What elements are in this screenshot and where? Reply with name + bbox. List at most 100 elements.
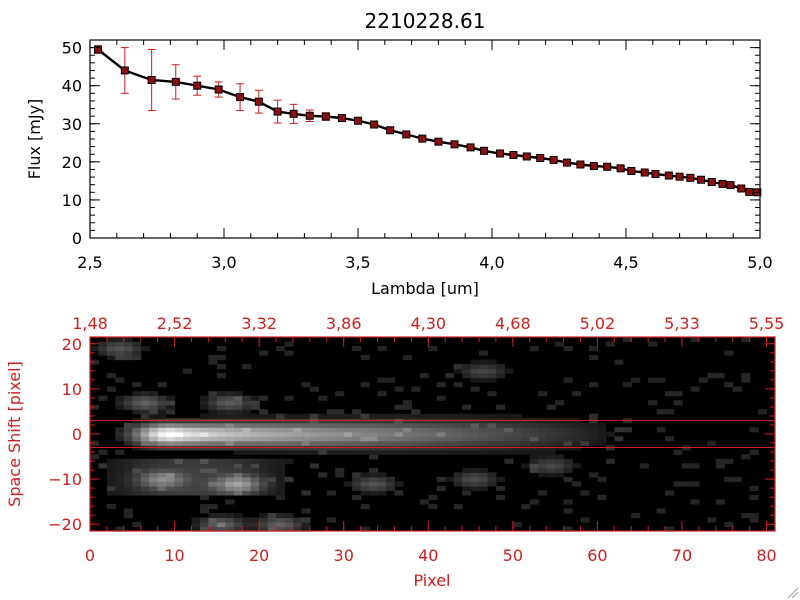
- image-pixel: [588, 431, 599, 437]
- image-pixel: [199, 400, 209, 406]
- image-pixel: [233, 400, 243, 406]
- image-pixel: [149, 476, 159, 482]
- image-pixel: [538, 422, 548, 428]
- image-pixel: [106, 350, 116, 356]
- image-pixel: [656, 409, 666, 415]
- spectrum-title: 2210228.61: [365, 9, 486, 33]
- image-pixel: [157, 427, 167, 433]
- image-pixel: [681, 463, 692, 469]
- data-point: [509, 150, 518, 159]
- image-pixel: [267, 526, 277, 532]
- image-pixel: [132, 458, 142, 464]
- image-pixel: [343, 449, 353, 455]
- image-pixel: [199, 467, 209, 473]
- image-pixel: [318, 395, 328, 401]
- image-pixel: [487, 431, 497, 437]
- image-pixel: [453, 476, 463, 482]
- image-pixel: [157, 476, 167, 482]
- image-pixel: [521, 463, 531, 469]
- image-pixel: [250, 481, 260, 487]
- image-pixel: [140, 395, 150, 401]
- image-pixel: [267, 481, 277, 487]
- image-pixel: [394, 436, 404, 442]
- resize-grip-icon[interactable]: [787, 587, 799, 599]
- image-pixel: [394, 404, 404, 410]
- image-pixel: [208, 526, 218, 532]
- image-pixel: [529, 422, 539, 428]
- image-pixel: [377, 346, 387, 352]
- image-pixel: [377, 449, 387, 455]
- image-pixel: [555, 341, 565, 347]
- image-pixel: [106, 373, 116, 379]
- image-pixel: [301, 440, 311, 446]
- image-pixel: [157, 463, 167, 469]
- image-pixel: [546, 427, 556, 433]
- image-pixel: [242, 521, 252, 528]
- image-pixel: [470, 368, 480, 374]
- image-pixel: [360, 355, 370, 361]
- image-pixel: [369, 485, 379, 491]
- image-pixel: [208, 463, 218, 469]
- image-pixel: [276, 463, 286, 469]
- image-pixel: [292, 436, 303, 442]
- top-tick-label: 5,02: [580, 314, 616, 333]
- image-pixel: [352, 427, 362, 433]
- image-pixel: [208, 431, 218, 437]
- data-point: [664, 171, 673, 180]
- image-pixel: [140, 413, 150, 419]
- image-pixel: [242, 422, 252, 428]
- image-pixel: [276, 526, 286, 532]
- image-pixel: [360, 427, 370, 433]
- image-pixel: [115, 404, 125, 410]
- image-pixel: [749, 485, 759, 491]
- image-pixel: [445, 449, 455, 455]
- image-pixel: [512, 413, 522, 419]
- x-tick-label: 0: [85, 546, 95, 565]
- image-pixel: [479, 377, 489, 383]
- image-pixel: [479, 440, 489, 446]
- image-pixel: [259, 490, 269, 496]
- image-pixel: [318, 413, 328, 419]
- image-pixel: [301, 422, 311, 428]
- image-pixel: [724, 458, 734, 464]
- image-pixel: [216, 409, 226, 415]
- image-pixel: [292, 449, 303, 455]
- image-pixel: [250, 440, 260, 446]
- image-pixel: [106, 481, 116, 487]
- image-pixel: [140, 436, 150, 442]
- image-pixel: [479, 476, 489, 482]
- data-point: [675, 172, 684, 181]
- image-pixel: [123, 485, 133, 491]
- image-pixel: [267, 427, 277, 433]
- image-pixel: [453, 364, 463, 370]
- image-pixel: [724, 382, 734, 388]
- image-pixel: [191, 436, 201, 442]
- image-pixel: [301, 436, 311, 442]
- image-pixel: [453, 449, 463, 455]
- image-pixel: [394, 427, 404, 433]
- image-pixel: [140, 476, 150, 482]
- image-pixel: [123, 436, 133, 442]
- image-pixel: [360, 526, 370, 532]
- image-pixel: [132, 467, 142, 473]
- image-pixel: [149, 436, 159, 442]
- image-pixel: [216, 413, 226, 419]
- image-pixel: [504, 436, 514, 442]
- image-pixel: [453, 431, 463, 437]
- image-pixel: [132, 481, 142, 487]
- image-pixel: [504, 422, 514, 428]
- image-pixel: [360, 440, 370, 446]
- image-pixel: [225, 458, 235, 464]
- image-pixel: [690, 499, 700, 505]
- image-pixel: [174, 436, 184, 442]
- image-pixel: [428, 436, 438, 442]
- image-pixel: [132, 400, 142, 406]
- image-pixel: [479, 481, 489, 487]
- image-pixel: [174, 463, 184, 469]
- image-pixel: [242, 364, 252, 370]
- image-pixel: [216, 436, 226, 442]
- image-pixel: [276, 436, 286, 442]
- image-pixel: [529, 431, 539, 437]
- y-tick-label: 0: [72, 425, 82, 444]
- image-pixel: [115, 526, 125, 532]
